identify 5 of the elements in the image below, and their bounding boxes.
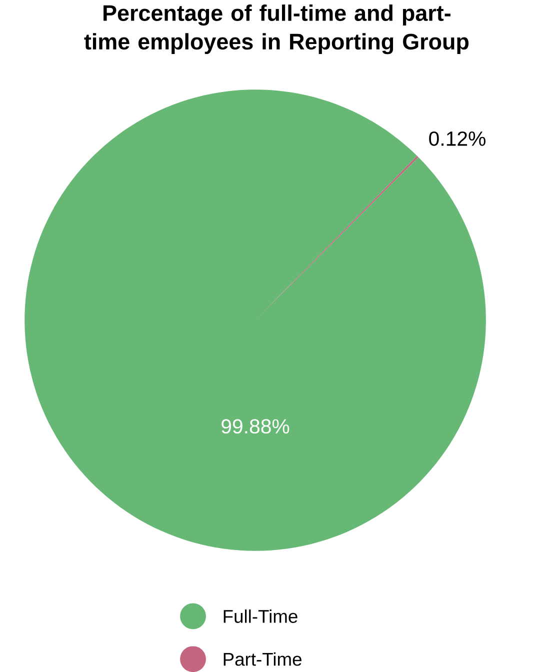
legend-label: Part-Time — [224, 652, 302, 666]
chart-title: Percentage of full-time and part-time employees in Reporting Group — [84, 4, 468, 54]
data-label: 0.12% — [428, 131, 486, 146]
legend-label: Full-Time — [224, 609, 298, 623]
data-label: 99.88% — [221, 419, 289, 434]
